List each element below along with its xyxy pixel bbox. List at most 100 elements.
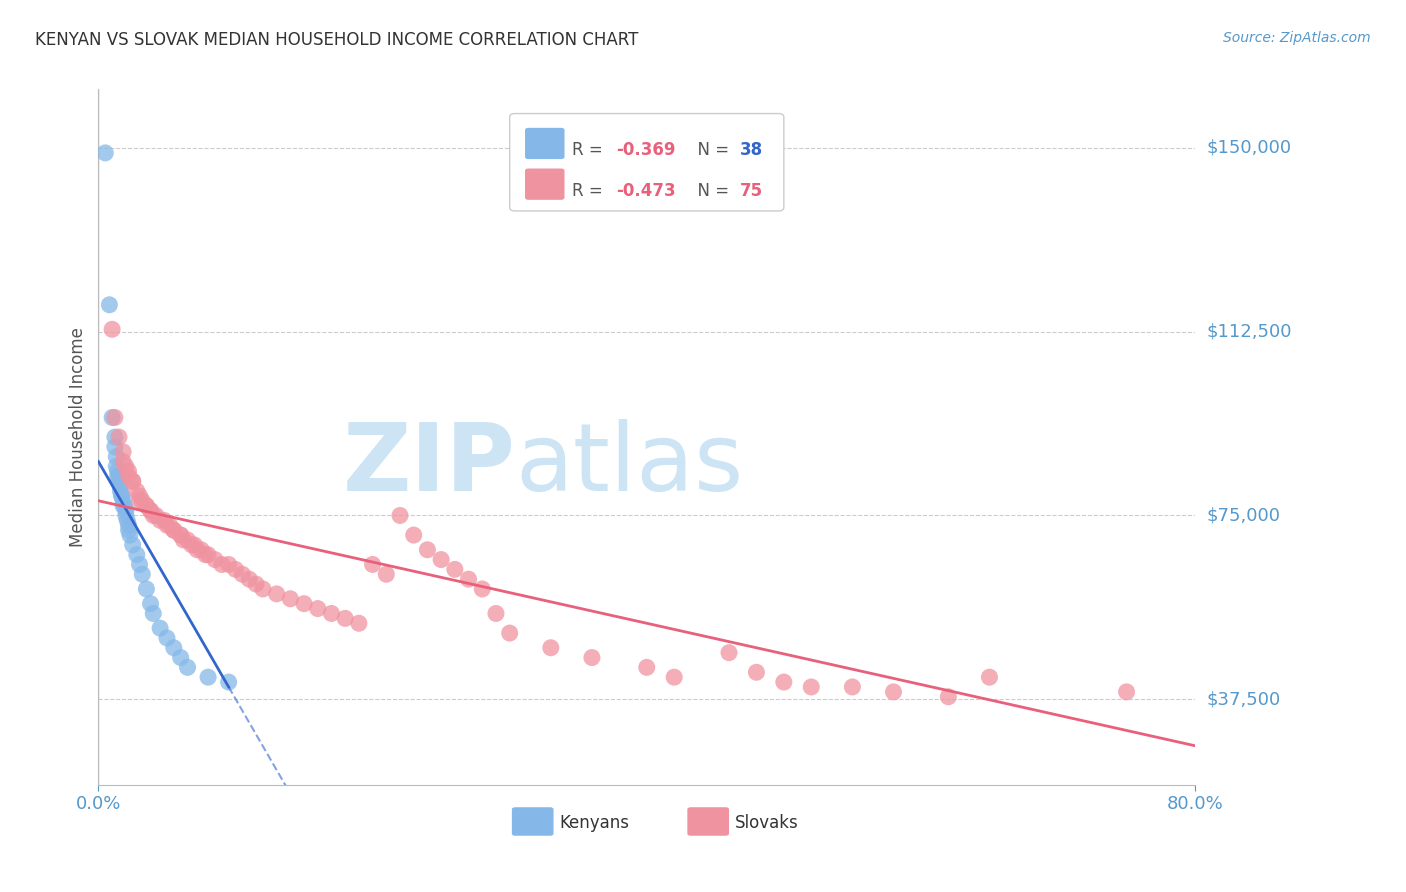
FancyBboxPatch shape	[512, 807, 554, 836]
Point	[800, 680, 823, 694]
Point	[718, 646, 741, 660]
Point	[183, 538, 205, 552]
Point	[131, 567, 153, 582]
Point	[163, 640, 186, 655]
Text: R =: R =	[572, 141, 609, 159]
Point	[156, 518, 179, 533]
Point	[176, 660, 198, 674]
Point	[170, 650, 193, 665]
FancyBboxPatch shape	[688, 807, 730, 836]
Text: R =: R =	[572, 182, 609, 200]
Point	[841, 680, 863, 694]
Text: KENYAN VS SLOVAK MEDIAN HOUSEHOLD INCOME CORRELATION CHART: KENYAN VS SLOVAK MEDIAN HOUSEHOLD INCOME…	[35, 31, 638, 49]
Text: -0.473: -0.473	[616, 182, 676, 200]
Point	[108, 430, 131, 444]
Point	[149, 513, 172, 527]
Point	[745, 665, 768, 680]
Point	[194, 548, 217, 562]
Point	[231, 567, 253, 582]
Point	[121, 474, 143, 488]
Point	[540, 640, 562, 655]
Point	[128, 489, 150, 503]
Point	[108, 474, 131, 488]
Point	[115, 508, 138, 523]
Point	[107, 464, 129, 478]
Point	[135, 499, 157, 513]
Point	[581, 650, 603, 665]
Point	[190, 542, 212, 557]
Point	[142, 508, 165, 523]
Point	[101, 322, 124, 336]
Text: $37,500: $37,500	[1206, 690, 1281, 708]
Point	[499, 626, 522, 640]
Point	[107, 469, 129, 483]
Point	[110, 479, 132, 493]
FancyBboxPatch shape	[524, 169, 565, 200]
Point	[111, 489, 134, 503]
Point	[218, 675, 240, 690]
Point	[115, 459, 138, 474]
Point	[280, 591, 302, 606]
Point	[292, 597, 315, 611]
Text: atlas: atlas	[515, 419, 744, 511]
Text: $75,000: $75,000	[1206, 507, 1281, 524]
Point	[117, 523, 139, 537]
Point	[197, 670, 219, 684]
Point	[117, 518, 139, 533]
Text: 38: 38	[740, 141, 763, 159]
Point	[335, 611, 357, 625]
Point	[125, 483, 148, 498]
Point	[121, 474, 143, 488]
Point	[105, 450, 128, 464]
Point	[108, 469, 131, 483]
Point	[112, 499, 135, 513]
Point	[125, 548, 148, 562]
Point	[979, 670, 1001, 684]
Point	[112, 444, 135, 458]
Text: N =: N =	[688, 141, 735, 159]
Point	[111, 489, 134, 503]
Point	[266, 587, 288, 601]
Point	[636, 660, 658, 674]
Point	[204, 552, 226, 566]
Point	[773, 675, 796, 690]
Point	[104, 440, 127, 454]
Point	[163, 523, 186, 537]
Point	[485, 607, 508, 621]
Point	[112, 493, 135, 508]
Point	[471, 582, 494, 596]
Point	[101, 410, 124, 425]
Point	[156, 631, 179, 645]
Point	[883, 685, 905, 699]
Y-axis label: Median Household Income: Median Household Income	[69, 327, 87, 547]
Text: ZIP: ZIP	[342, 419, 515, 511]
Point	[347, 616, 370, 631]
Point	[121, 538, 143, 552]
Point	[416, 542, 439, 557]
Point	[115, 503, 138, 517]
Point	[131, 493, 153, 508]
Point	[170, 528, 193, 542]
Point	[176, 533, 198, 547]
Text: -0.369: -0.369	[616, 141, 675, 159]
Point	[149, 621, 172, 635]
Point	[114, 499, 136, 513]
Point	[664, 670, 686, 684]
FancyBboxPatch shape	[510, 113, 785, 211]
Point	[117, 464, 139, 478]
Text: $150,000: $150,000	[1206, 139, 1291, 157]
Point	[361, 558, 384, 572]
Point	[128, 493, 150, 508]
Point	[938, 690, 960, 704]
Point	[402, 528, 425, 542]
Point	[105, 459, 128, 474]
Point	[118, 528, 141, 542]
Point	[457, 572, 479, 586]
Point	[115, 513, 138, 527]
Point	[94, 145, 117, 160]
Point	[172, 533, 194, 547]
Point	[388, 508, 412, 523]
Point	[170, 528, 193, 542]
Point	[1115, 685, 1137, 699]
Point	[180, 538, 202, 552]
